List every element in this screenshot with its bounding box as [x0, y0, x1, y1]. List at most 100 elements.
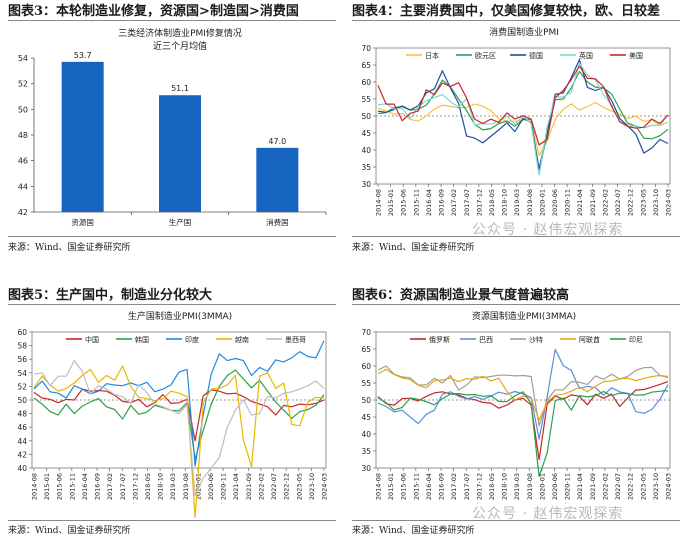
- x-tick-label: 2015-11: [68, 473, 76, 500]
- y-tick-label: 42: [18, 208, 28, 217]
- x-tick-label: 2023-10: [652, 189, 660, 216]
- x-tick-label: 2014-08: [31, 473, 39, 500]
- source-note: 来源：Wind、国金证券研究所: [8, 243, 131, 253]
- y-tick-label: 52: [17, 382, 27, 391]
- y-tick-label: 40: [361, 146, 371, 155]
- bar-value-label: 47.0: [268, 137, 286, 146]
- y-tick-label: 30: [361, 464, 371, 473]
- source-note: 来源：Wind、国金证券研究所: [352, 243, 475, 253]
- panel-fig5: 图表5：生产国中，制造业分化较大 生产国制造业PMI(3MMA) 40 42 44 46…: [8, 284, 338, 536]
- series-line: [33, 369, 325, 460]
- x-tick-label: 2015-01: [387, 189, 395, 216]
- line-chart-producer: 生产国制造业PMI(3MMA) 40 42 44 46 48 50 52 54 56 58 60 201…: [17, 310, 329, 518]
- y-tick-label: 50: [17, 396, 27, 405]
- x-tick-label: 2019-08: [182, 473, 190, 500]
- x-tick-label: 2016-09: [438, 473, 446, 500]
- source-rule: [8, 520, 336, 521]
- x-tick-label: 2018-10: [157, 473, 165, 500]
- y-tick-label: 65: [361, 345, 371, 354]
- x-tick-label: 2014-08: [375, 473, 383, 500]
- panel-title: 图表3：本轮制造业修复，资源国>制造国>消费国: [8, 4, 299, 19]
- series-line: [377, 58, 669, 170]
- x-tick-label: 2022-12: [627, 473, 635, 500]
- x-tick-label: 2016-09: [438, 189, 446, 216]
- x-tick-label: 2023-10: [652, 473, 660, 500]
- y-tick-label: 50: [361, 112, 371, 121]
- bar-value-label: 53.7: [74, 51, 92, 60]
- y-tick-label: 35: [361, 447, 371, 456]
- x-tick-label: 2020-11: [564, 189, 572, 216]
- series-line: [33, 388, 325, 442]
- watermark: 公众号 · 赵伟宏观探索: [472, 222, 624, 238]
- x-tick-label: 2020-11: [564, 473, 572, 500]
- x-tick-label: 2022-02: [601, 189, 609, 216]
- y-tick-label: 30: [361, 180, 371, 189]
- x-tick-label: 2020-06: [207, 473, 215, 500]
- legend-label: 越南: [235, 335, 249, 344]
- series-line: [33, 365, 325, 518]
- legend-label: 日本: [425, 51, 439, 60]
- x-tick-label: 2015-11: [412, 189, 420, 216]
- panel-fig3: 图表3：本轮制造业修复，资源国>制造国>消费国 三类经济体制造业PMI修复情况近…: [8, 0, 338, 265]
- x-tick-label: 2020-06: [551, 189, 559, 216]
- legend-label: 美国: [629, 51, 643, 60]
- title-rule: [352, 304, 680, 305]
- y-tick-label: 70: [361, 44, 371, 53]
- panel-title: 图表6：资源国制造业景气度普遍较高: [352, 288, 570, 303]
- y-tick-label: 48: [17, 410, 27, 419]
- source-rule: [352, 236, 680, 237]
- legend-label: 中国: [85, 335, 99, 344]
- panel-title: 图表4：主要消费国中，仅美国修复较快，欧、日较差: [352, 4, 661, 19]
- x-tick-label: 2018-05: [488, 189, 496, 216]
- x-tick-label: 2020-01: [194, 473, 202, 500]
- y-tick-label: 45: [361, 413, 371, 422]
- x-tick-label: 2021-09: [589, 189, 597, 216]
- y-tick-label: 44: [17, 437, 27, 446]
- title-rule: [352, 20, 680, 21]
- series-line: [33, 359, 325, 496]
- category-label: 生产国: [169, 217, 192, 227]
- panel-fig6: 图表6：资源国制造业景气度普遍较高 资源国制造业PMI(3MMA) 30 35 40 4…: [352, 284, 682, 536]
- y-tick-label: 56: [17, 355, 27, 364]
- legend-label: 巴西: [479, 336, 493, 344]
- x-tick-label: 2017-12: [475, 189, 483, 216]
- x-tick-label: 2017-02: [450, 473, 458, 500]
- title-rule: [8, 20, 336, 21]
- chart-title: 三类经济体制造业PMI修复情况: [118, 27, 242, 39]
- legend-label: 德国: [529, 51, 543, 60]
- x-tick-label: 2022-12: [283, 473, 291, 500]
- x-tick-label: 2017-12: [475, 473, 483, 500]
- x-tick-label: 2022-02: [601, 473, 609, 500]
- line-chart-resource: 资源国制造业PMI(3MMA) 30 35 40 45 50 55 60 65 70 2014-08…: [361, 310, 672, 500]
- series-line: [33, 340, 325, 467]
- y-tick-label: 42: [17, 450, 27, 459]
- x-tick-label: 2017-02: [106, 473, 114, 500]
- y-tick-label: 40: [361, 430, 371, 439]
- legend-label: 墨西哥: [285, 336, 306, 344]
- x-tick-label: 2019-08: [526, 473, 534, 500]
- x-tick-label: 2020-01: [538, 473, 546, 500]
- source-note: 来源：Wind、国金证券研究所: [8, 526, 131, 536]
- x-tick-label: 2024-03: [321, 473, 329, 500]
- x-tick-label: 2018-05: [488, 473, 496, 500]
- x-tick-label: 2021-04: [576, 473, 584, 500]
- legend-label: 印度: [185, 335, 199, 344]
- x-tick-label: 2022-07: [270, 473, 278, 500]
- x-tick-label: 2018-10: [501, 473, 509, 500]
- x-tick-label: 2022-12: [627, 189, 635, 216]
- y-tick-label: 48: [18, 131, 28, 140]
- panel-title: 图表5：生产国中，制造业分化较大: [8, 288, 213, 303]
- y-tick-label: 60: [361, 362, 371, 371]
- y-tick-label: 50: [361, 396, 371, 405]
- x-tick-label: 2023-05: [639, 189, 647, 216]
- category-label: 消费国: [266, 217, 289, 227]
- legend-label: 韩国: [135, 335, 149, 344]
- bar: [159, 95, 201, 212]
- legend-label: 印尼: [629, 336, 643, 344]
- y-tick-label: 44: [18, 182, 28, 191]
- x-tick-label: 2021-09: [589, 473, 597, 500]
- x-tick-label: 2020-01: [538, 189, 546, 216]
- x-tick-label: 2016-04: [425, 473, 433, 500]
- series-line: [377, 348, 669, 440]
- series-line: [377, 368, 669, 421]
